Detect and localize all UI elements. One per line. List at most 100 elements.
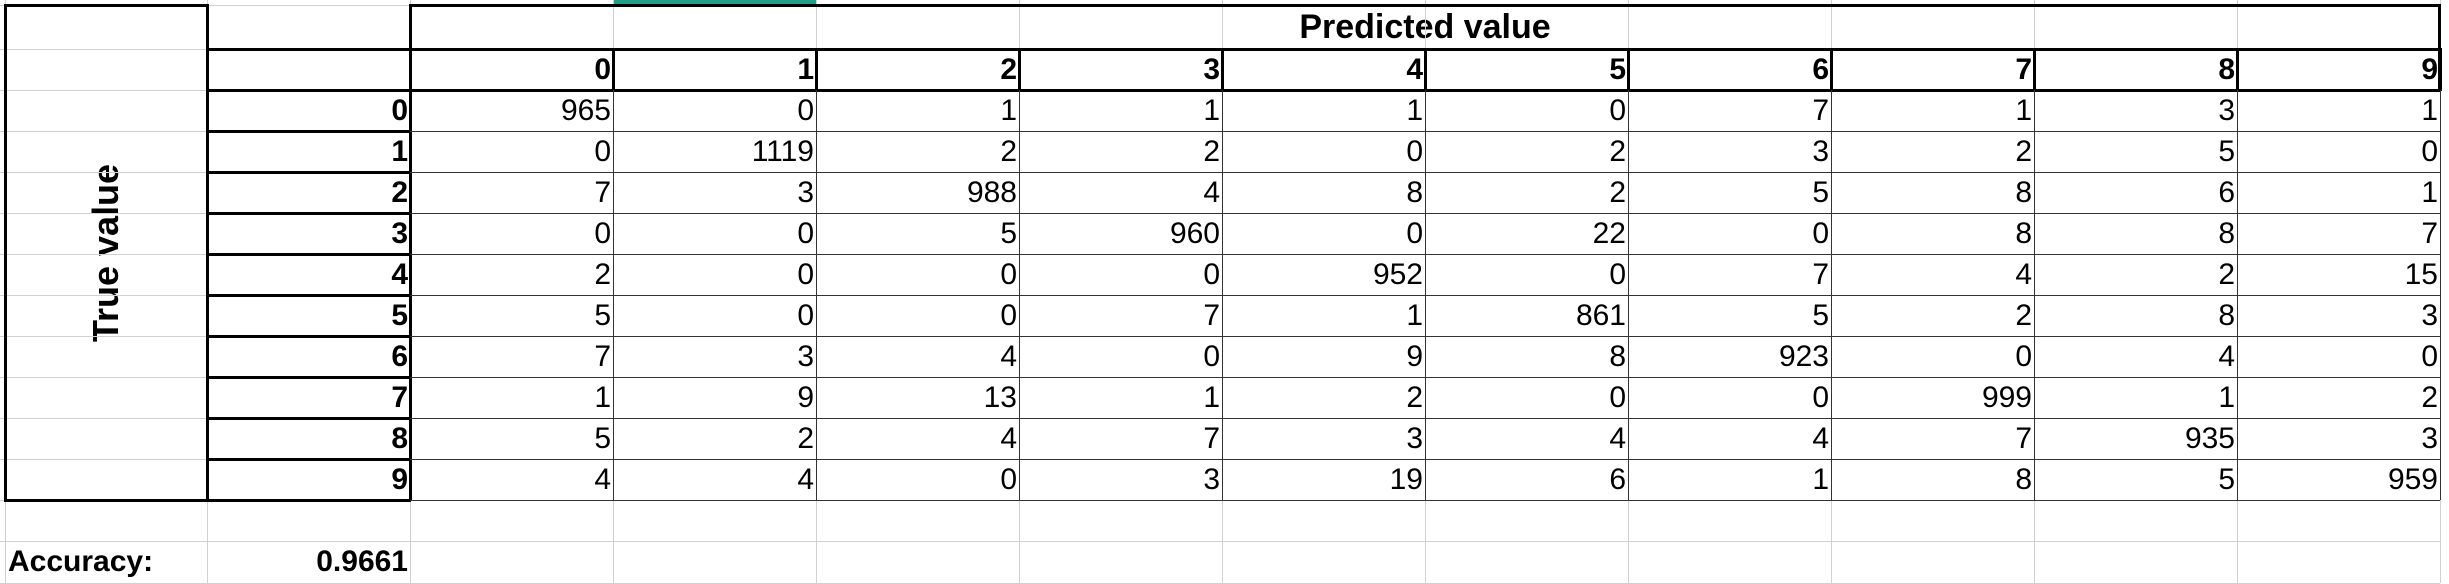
- matrix-cell[interactable]: 5: [1812, 175, 1829, 209]
- matrix-cell[interactable]: 2: [1203, 134, 1220, 168]
- matrix-cell[interactable]: 0: [1812, 216, 1829, 250]
- matrix-cell[interactable]: 1: [1203, 93, 1220, 127]
- matrix-cell[interactable]: 0: [1203, 257, 1220, 291]
- matrix-cell[interactable]: 5: [2218, 134, 2235, 168]
- matrix-cell[interactable]: 7: [594, 175, 611, 209]
- matrix-cell[interactable]: 2: [2015, 134, 2032, 168]
- matrix-cell[interactable]: 4: [1000, 421, 1017, 455]
- matrix-cell[interactable]: 2: [2421, 380, 2438, 414]
- matrix-cell[interactable]: 5: [1000, 216, 1017, 250]
- matrix-cell[interactable]: 3: [2421, 421, 2438, 455]
- matrix-cell[interactable]: 5: [1812, 298, 1829, 332]
- matrix-cell[interactable]: 4: [2015, 257, 2032, 291]
- matrix-cell[interactable]: 3: [2421, 298, 2438, 332]
- matrix-cell[interactable]: 1119: [751, 134, 814, 168]
- matrix-cell[interactable]: 0: [797, 93, 814, 127]
- matrix-cell[interactable]: 3: [1812, 134, 1829, 168]
- row-header-8[interactable]: 8: [391, 421, 408, 455]
- matrix-cell[interactable]: 959: [2387, 462, 2438, 496]
- row-header-9[interactable]: 9: [391, 462, 408, 496]
- row-header-4[interactable]: 4: [391, 257, 408, 291]
- accuracy-value[interactable]: 0.9661: [316, 545, 408, 578]
- matrix-cell[interactable]: 3: [797, 339, 814, 373]
- matrix-cell[interactable]: 923: [1778, 339, 1829, 373]
- col-header-3[interactable]: 3: [1203, 52, 1220, 86]
- matrix-cell[interactable]: 1: [2015, 93, 2032, 127]
- matrix-cell[interactable]: 1: [1203, 380, 1220, 414]
- matrix-cell[interactable]: 1: [1406, 93, 1423, 127]
- matrix-cell[interactable]: 5: [594, 298, 611, 332]
- matrix-cell[interactable]: 4: [1609, 421, 1626, 455]
- matrix-cell[interactable]: 4: [797, 462, 814, 496]
- matrix-cell[interactable]: 1: [2421, 175, 2438, 209]
- matrix-cell[interactable]: 5: [2218, 462, 2235, 496]
- matrix-cell[interactable]: 15: [2404, 257, 2438, 291]
- row-header-0[interactable]: 0: [391, 93, 408, 127]
- row-header-3[interactable]: 3: [391, 216, 408, 250]
- matrix-cell[interactable]: 861: [1575, 298, 1626, 332]
- matrix-cell[interactable]: 0: [1609, 380, 1626, 414]
- matrix-cell[interactable]: 4: [1203, 175, 1220, 209]
- matrix-cell[interactable]: 960: [1169, 216, 1220, 250]
- matrix-cell[interactable]: 1: [1406, 298, 1423, 332]
- col-header-2[interactable]: 2: [1000, 52, 1017, 86]
- matrix-cell[interactable]: 2: [594, 257, 611, 291]
- matrix-cell[interactable]: 4: [1812, 421, 1829, 455]
- col-header-4[interactable]: 4: [1406, 52, 1423, 86]
- matrix-cell[interactable]: 8: [2015, 216, 2032, 250]
- matrix-cell[interactable]: 9: [1406, 339, 1423, 373]
- matrix-cell[interactable]: 1: [2421, 93, 2438, 127]
- matrix-cell[interactable]: 2: [1609, 175, 1626, 209]
- matrix-cell[interactable]: 0: [1609, 93, 1626, 127]
- matrix-cell[interactable]: 7: [594, 339, 611, 373]
- matrix-cell[interactable]: 0: [1406, 134, 1423, 168]
- matrix-cell[interactable]: 5: [594, 421, 611, 455]
- col-header-0[interactable]: 0: [594, 52, 611, 86]
- matrix-cell[interactable]: 2: [2218, 257, 2235, 291]
- matrix-cell[interactable]: 22: [1592, 216, 1626, 250]
- matrix-cell[interactable]: 1: [1812, 462, 1829, 496]
- matrix-cell[interactable]: 3: [797, 175, 814, 209]
- matrix-cell[interactable]: 8: [2015, 175, 2032, 209]
- matrix-cell[interactable]: 2: [2015, 298, 2032, 332]
- row-header-5[interactable]: 5: [391, 298, 408, 332]
- matrix-cell[interactable]: 8: [2218, 298, 2235, 332]
- matrix-cell[interactable]: 1: [2218, 380, 2235, 414]
- matrix-cell[interactable]: 0: [797, 216, 814, 250]
- matrix-cell[interactable]: 952: [1372, 257, 1423, 291]
- matrix-cell[interactable]: 935: [2184, 421, 2235, 455]
- matrix-cell[interactable]: 6: [2218, 175, 2235, 209]
- matrix-cell[interactable]: 2: [797, 421, 814, 455]
- matrix-cell[interactable]: 0: [1000, 462, 1017, 496]
- matrix-cell[interactable]: 3: [1406, 421, 1423, 455]
- matrix-cell[interactable]: 0: [1609, 257, 1626, 291]
- matrix-cell[interactable]: 1: [1000, 93, 1017, 127]
- matrix-cell[interactable]: 2: [1609, 134, 1626, 168]
- matrix-cell[interactable]: 8: [2015, 462, 2032, 496]
- matrix-cell[interactable]: 0: [594, 134, 611, 168]
- matrix-cell[interactable]: 988: [966, 175, 1017, 209]
- matrix-cell[interactable]: 2: [1000, 134, 1017, 168]
- matrix-cell[interactable]: 4: [1000, 339, 1017, 373]
- matrix-cell[interactable]: 8: [2218, 216, 2235, 250]
- matrix-cell[interactable]: 0: [1203, 339, 1220, 373]
- col-header-9[interactable]: 9: [2421, 52, 2438, 86]
- matrix-cell[interactable]: 0: [797, 298, 814, 332]
- matrix-cell[interactable]: 0: [1000, 257, 1017, 291]
- matrix-cell[interactable]: 6: [1609, 462, 1626, 496]
- matrix-cell[interactable]: 3: [1203, 462, 1220, 496]
- matrix-cell[interactable]: 0: [2421, 339, 2438, 373]
- col-header-8[interactable]: 8: [2218, 52, 2235, 86]
- matrix-cell[interactable]: 19: [1389, 462, 1423, 496]
- matrix-cell[interactable]: 4: [2218, 339, 2235, 373]
- matrix-cell[interactable]: 8: [1406, 175, 1423, 209]
- matrix-cell[interactable]: 4: [594, 462, 611, 496]
- col-header-7[interactable]: 7: [2015, 52, 2032, 86]
- matrix-cell[interactable]: 1: [594, 380, 611, 414]
- matrix-cell[interactable]: 0: [2421, 134, 2438, 168]
- matrix-cell[interactable]: 0: [797, 257, 814, 291]
- matrix-cell[interactable]: 13: [983, 380, 1017, 414]
- matrix-cell[interactable]: 3: [2218, 93, 2235, 127]
- row-header-7[interactable]: 7: [391, 380, 408, 414]
- matrix-cell[interactable]: 965: [560, 93, 611, 127]
